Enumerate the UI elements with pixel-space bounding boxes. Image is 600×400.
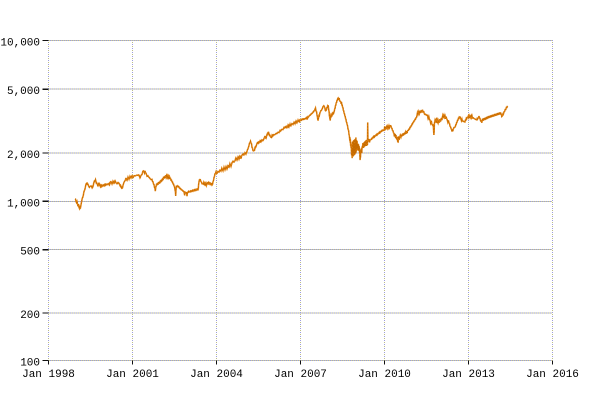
- svg-text:Jan 2004: Jan 2004: [190, 369, 243, 381]
- svg-text:Jan 1998: Jan 1998: [22, 369, 75, 381]
- svg-text:10,000: 10,000: [0, 38, 40, 50]
- svg-text:Jan 2013: Jan 2013: [442, 369, 495, 381]
- svg-text:2,000: 2,000: [7, 150, 40, 162]
- svg-text:100: 100: [20, 358, 40, 370]
- svg-text:500: 500: [20, 247, 40, 259]
- svg-text:Jan 2007: Jan 2007: [274, 369, 327, 381]
- svg-text:200: 200: [20, 310, 40, 322]
- svg-text:Jan 2010: Jan 2010: [358, 369, 411, 381]
- svg-text:1,000: 1,000: [7, 198, 40, 210]
- svg-text:Jan 2016: Jan 2016: [526, 369, 579, 381]
- svg-text:5,000: 5,000: [7, 86, 40, 98]
- svg-text:Jan 2001: Jan 2001: [106, 369, 159, 381]
